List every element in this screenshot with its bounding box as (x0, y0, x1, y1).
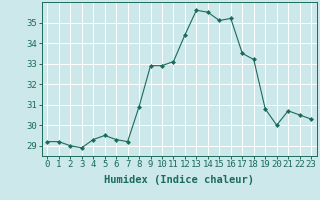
X-axis label: Humidex (Indice chaleur): Humidex (Indice chaleur) (104, 175, 254, 185)
